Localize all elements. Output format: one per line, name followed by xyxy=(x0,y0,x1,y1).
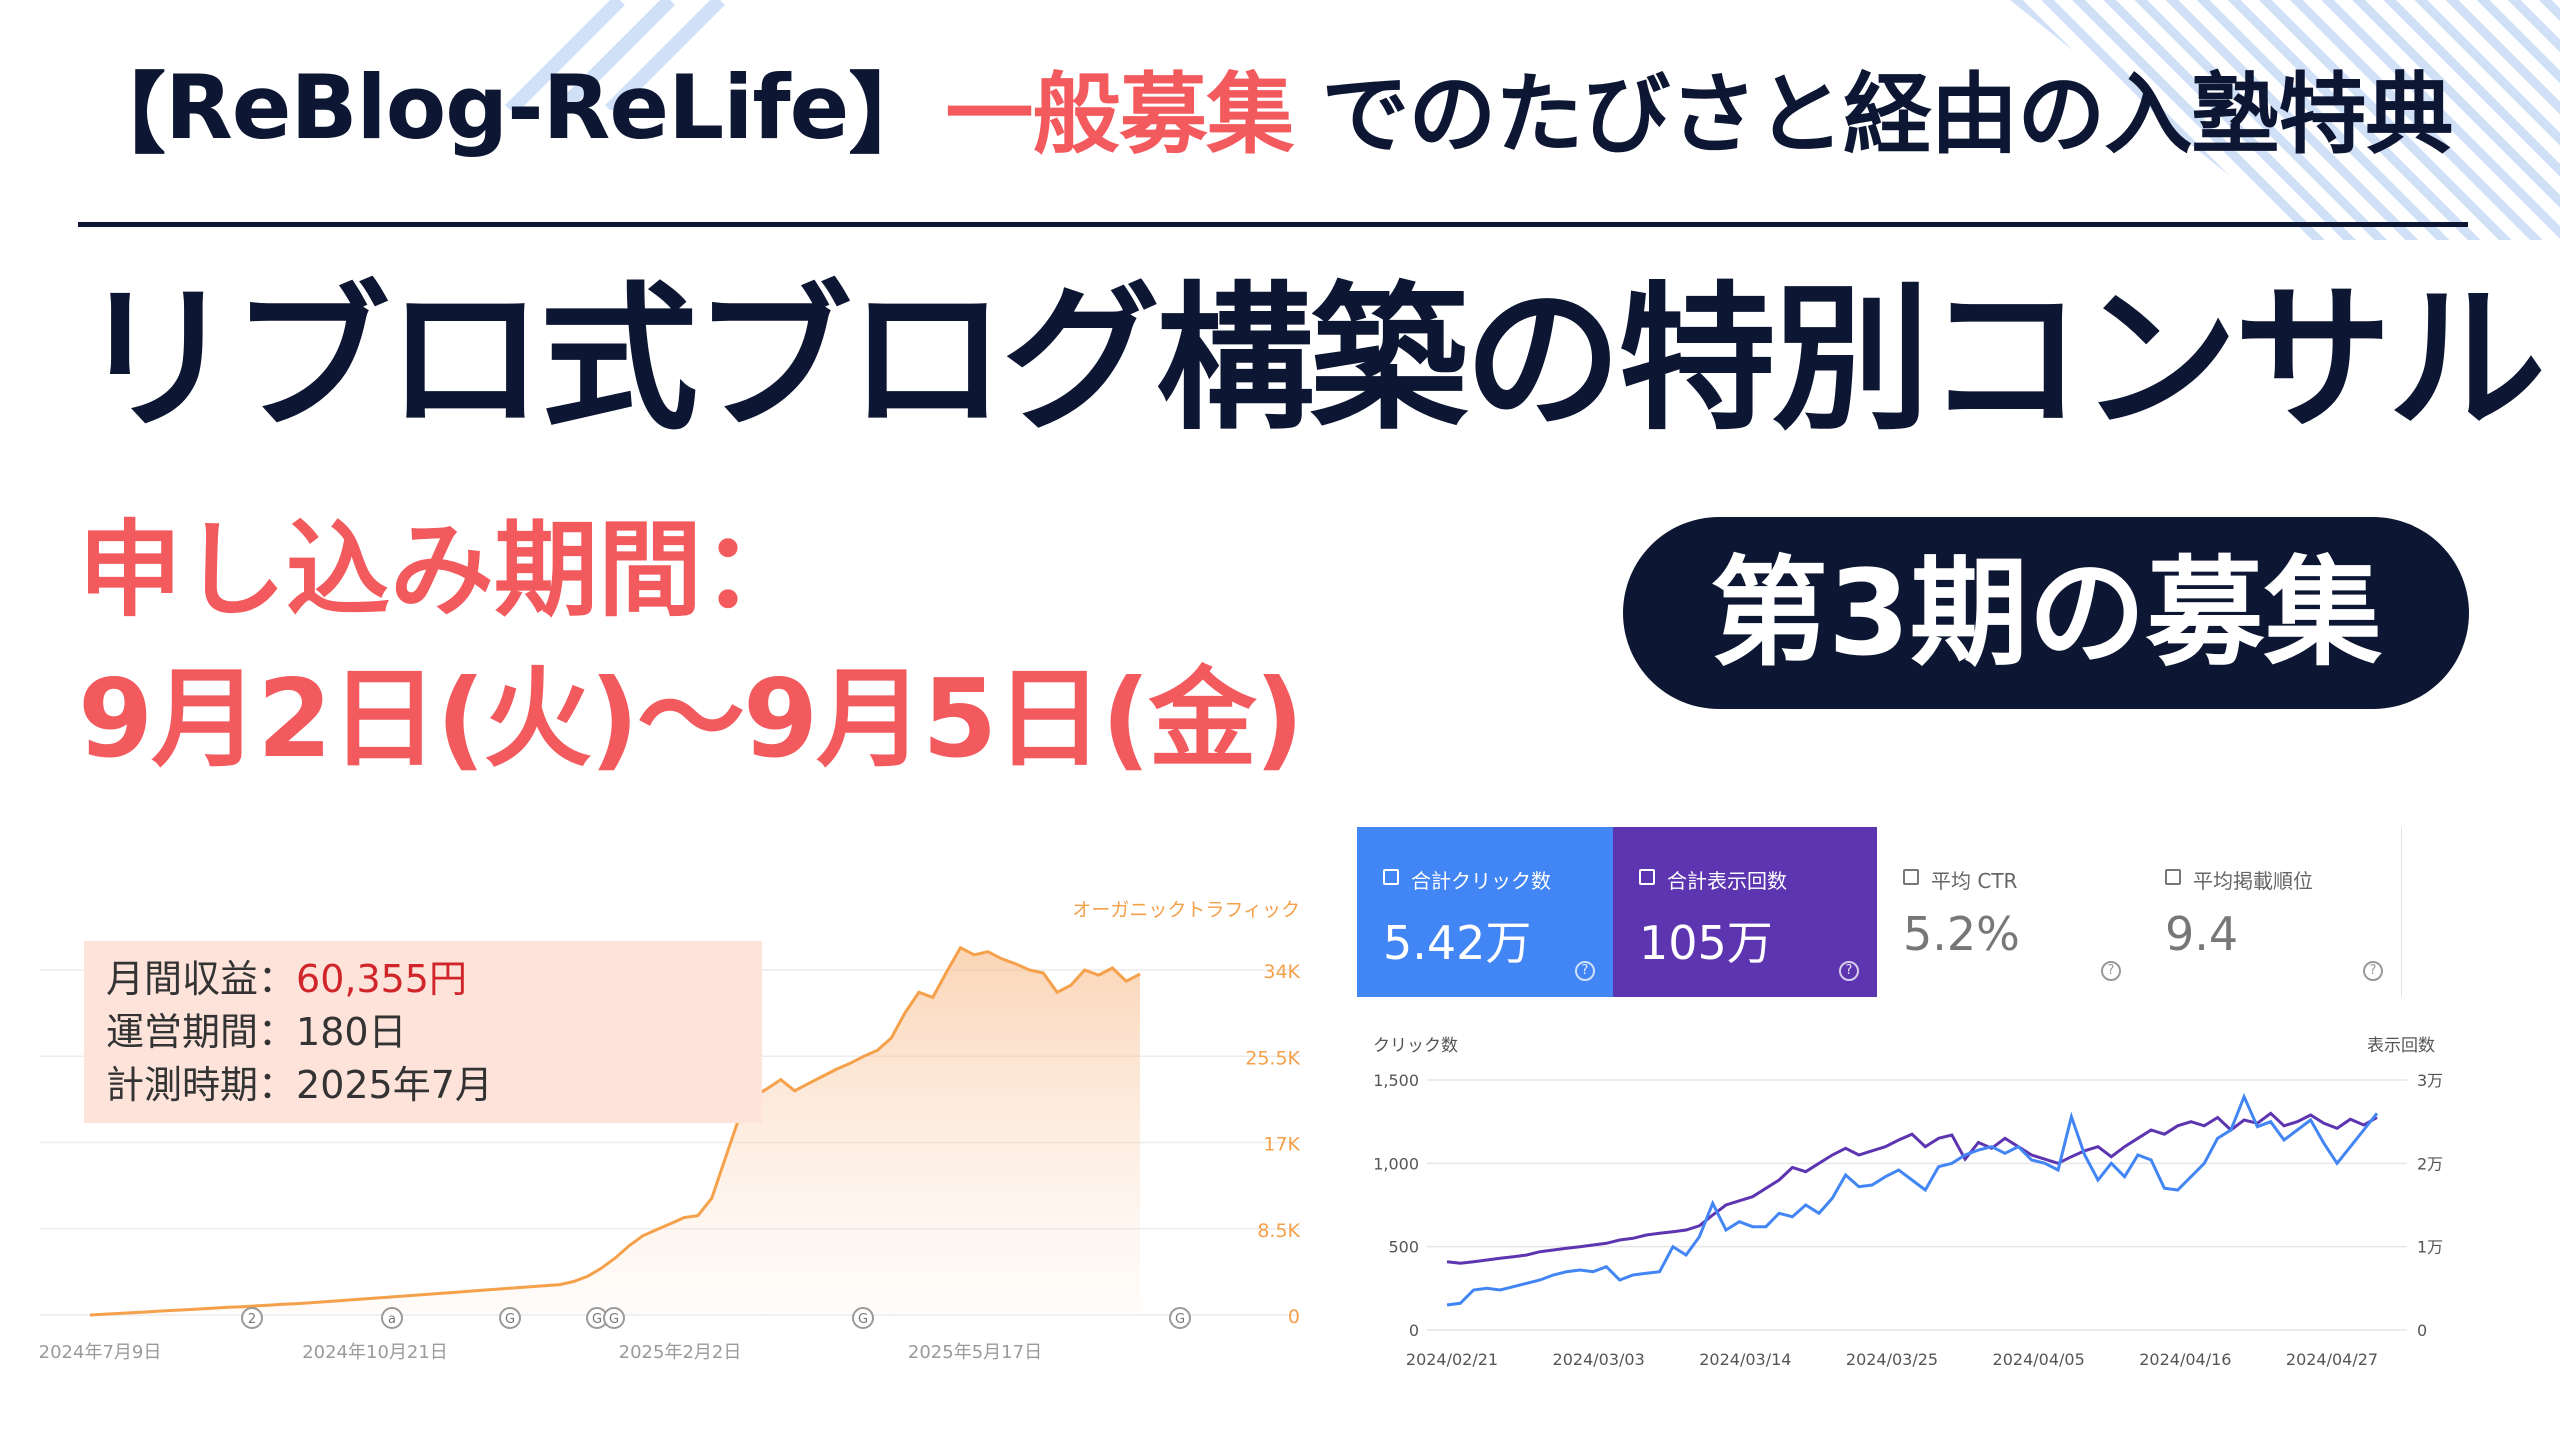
help-icon[interactable]: ? xyxy=(1839,961,1859,981)
period-label: 申し込み期間： xyxy=(78,509,807,631)
gsc-y-left-tick: 0 xyxy=(1409,1321,1419,1340)
traffic-x-label: 2025年5月17日 xyxy=(908,1342,1042,1363)
traffic-x-label: 2025年2月2日 xyxy=(619,1342,742,1363)
decorative-stripes xyxy=(2010,0,2560,240)
traffic-y-tick: 34K xyxy=(1263,961,1300,983)
gsc-x-label: 2024/03/03 xyxy=(1553,1350,1645,1369)
gsc-y-right-ticks: 3万 2万 1万 0 xyxy=(2417,1071,2443,1340)
traffic-x-label: 2024年7月9日 xyxy=(40,1342,161,1363)
gsc-y-left-tick: 1,500 xyxy=(1373,1071,1419,1090)
metric-card-position[interactable]: 平均掲載順位 9.4 ? xyxy=(2139,827,2402,997)
divider xyxy=(78,222,2468,227)
svg-text:a: a xyxy=(388,1312,396,1327)
bracket-open: 【 xyxy=(78,62,166,166)
period-dates: 9月2日(火)〜9月5日(金) xyxy=(78,657,1304,782)
header-line: 【 ReBlog-ReLife 】 一般募集 でのたびさと経由の入塾特典 xyxy=(78,32,2498,182)
checkbox-icon[interactable] xyxy=(1383,869,1399,885)
svg-text:G: G xyxy=(858,1312,868,1327)
impressions-line xyxy=(1446,1111,2378,1265)
traffic-y-tick: 25.5K xyxy=(1245,1047,1300,1069)
checkbox-icon[interactable] xyxy=(1903,869,1919,885)
metric-label: 平均掲載順位 xyxy=(2193,869,2313,893)
metric-label: 合計表示回数 xyxy=(1667,869,1787,893)
info-value: 60,355円 xyxy=(296,957,467,1001)
gsc-y-right-tick: 0 xyxy=(2417,1321,2427,1340)
traffic-line xyxy=(89,945,1141,1317)
gsc-line-chart: クリック数 表示回数 1,500 1,000 500 0 3万 2万 1万 0 2024/0… xyxy=(1373,1036,2443,1369)
svg-text:2: 2 xyxy=(248,1312,256,1327)
search-console-panel: 合計クリック数 5.42万 ? 合計表示回数 105万 ? 平均 CTR 5.2… xyxy=(1357,815,2455,1375)
gsc-y-left-ticks: 1,500 1,000 500 0 xyxy=(1373,1071,1419,1340)
annotation-marker[interactable]: a xyxy=(381,1307,403,1329)
y-left-axis-label: クリック数 xyxy=(1373,1036,1458,1056)
help-icon[interactable]: ? xyxy=(2101,961,2121,981)
traffic-x-label: 2024年10月21日 xyxy=(302,1342,448,1363)
gsc-grid xyxy=(1427,1079,2407,1331)
y-right-axis-label: 表示回数 xyxy=(2367,1036,2435,1056)
info-label: 計測時期： xyxy=(106,1063,297,1107)
traffic-legend: オーガニックトラフィック xyxy=(1072,899,1300,921)
metric-card-impressions[interactable]: 合計表示回数 105万 ? xyxy=(1613,827,1877,997)
annotation-marker[interactable]: 2 xyxy=(241,1307,263,1329)
info-row-revenue: 月間収益：60,355円 xyxy=(106,953,467,1005)
traffic-y-tick: 0 xyxy=(1288,1306,1300,1328)
info-row-duration: 運営期間：180日 xyxy=(106,1006,407,1058)
gsc-x-label: 2024/02/21 xyxy=(1406,1350,1498,1369)
brand-name: ReBlog-ReLife xyxy=(165,55,849,159)
clicks-line xyxy=(1446,1092,2379,1307)
page-title: リブロ式ブログ構築の特別コンサル xyxy=(78,268,2546,452)
help-icon[interactable]: ? xyxy=(1575,961,1595,981)
gsc-y-left-tick: 1,000 xyxy=(1373,1154,1419,1173)
gsc-y-right-tick: 3万 xyxy=(2417,1071,2443,1090)
metric-value: 9.4 xyxy=(2165,907,2239,961)
metric-card-clicks[interactable]: 合計クリック数 5.42万 ? xyxy=(1357,827,1613,997)
info-label: 月間収益： xyxy=(106,957,297,1001)
traffic-x-labels: 2024年7月9日 2024年10月21日 2025年2月2日 2025年5月17日 xyxy=(40,1342,1042,1363)
gsc-y-right-tick: 2万 xyxy=(2417,1154,2443,1173)
metric-card-ctr[interactable]: 平均 CTR 5.2% ? xyxy=(1877,827,2140,997)
annotation-marker[interactable]: G xyxy=(603,1307,625,1329)
info-value: 180日 xyxy=(296,1010,407,1054)
gsc-x-label: 2024/04/16 xyxy=(2139,1350,2231,1369)
help-icon[interactable]: ? xyxy=(2363,961,2383,981)
metric-value: 5.2% xyxy=(1903,907,2020,961)
traffic-y-ticks: 34K 25.5K 17K 8.5K 0 xyxy=(1245,961,1300,1328)
gsc-x-label: 2024/03/25 xyxy=(1846,1350,1938,1369)
svg-text:G: G xyxy=(505,1312,515,1327)
traffic-area xyxy=(90,947,1140,1315)
info-row-date: 計測時期：2025年7月 xyxy=(106,1059,493,1111)
metric-value: 105万 xyxy=(1639,916,1773,970)
svg-text:G: G xyxy=(592,1312,602,1327)
gsc-x-labels: 2024/02/21 2024/03/03 2024/03/14 2024/03/25… xyxy=(1406,1350,2378,1369)
gsc-y-left-tick: 500 xyxy=(1388,1238,1419,1257)
cohort-badge: 第3期の募集 xyxy=(1623,517,2469,709)
decorative-stripes-small xyxy=(505,0,725,110)
traffic-y-tick: 17K xyxy=(1263,1134,1300,1156)
gsc-x-label: 2024/03/14 xyxy=(1699,1350,1791,1369)
metric-value: 5.42万 xyxy=(1383,916,1532,970)
checkbox-icon[interactable] xyxy=(2165,869,2181,885)
svg-text:G: G xyxy=(609,1312,619,1327)
gsc-x-label: 2024/04/27 xyxy=(2286,1350,2378,1369)
gsc-y-right-tick: 1万 xyxy=(2417,1238,2443,1257)
checkbox-icon[interactable] xyxy=(1639,869,1655,885)
gsc-x-label: 2024/04/05 xyxy=(1993,1350,2085,1369)
annotation-marker[interactable]: G xyxy=(1169,1307,1191,1329)
header-accent: 一般募集 xyxy=(945,62,1294,166)
info-value: 2025年7月 xyxy=(296,1063,493,1107)
metric-label: 合計クリック数 xyxy=(1411,869,1551,893)
metric-label: 平均 CTR xyxy=(1931,869,2018,893)
annotation-marker[interactable]: G xyxy=(852,1307,874,1329)
info-label: 運営期間： xyxy=(106,1010,297,1054)
revenue-info-box: 月間収益：60,355円 運営期間：180日 計測時期：2025年7月 xyxy=(84,941,762,1123)
traffic-y-tick: 8.5K xyxy=(1257,1220,1300,1242)
svg-text:G: G xyxy=(1175,1312,1185,1327)
annotation-marker[interactable]: G xyxy=(499,1307,521,1329)
header-rest: でのたびさと経由の入塾特典 xyxy=(1321,62,2453,166)
bracket-close: 】 xyxy=(848,62,936,166)
